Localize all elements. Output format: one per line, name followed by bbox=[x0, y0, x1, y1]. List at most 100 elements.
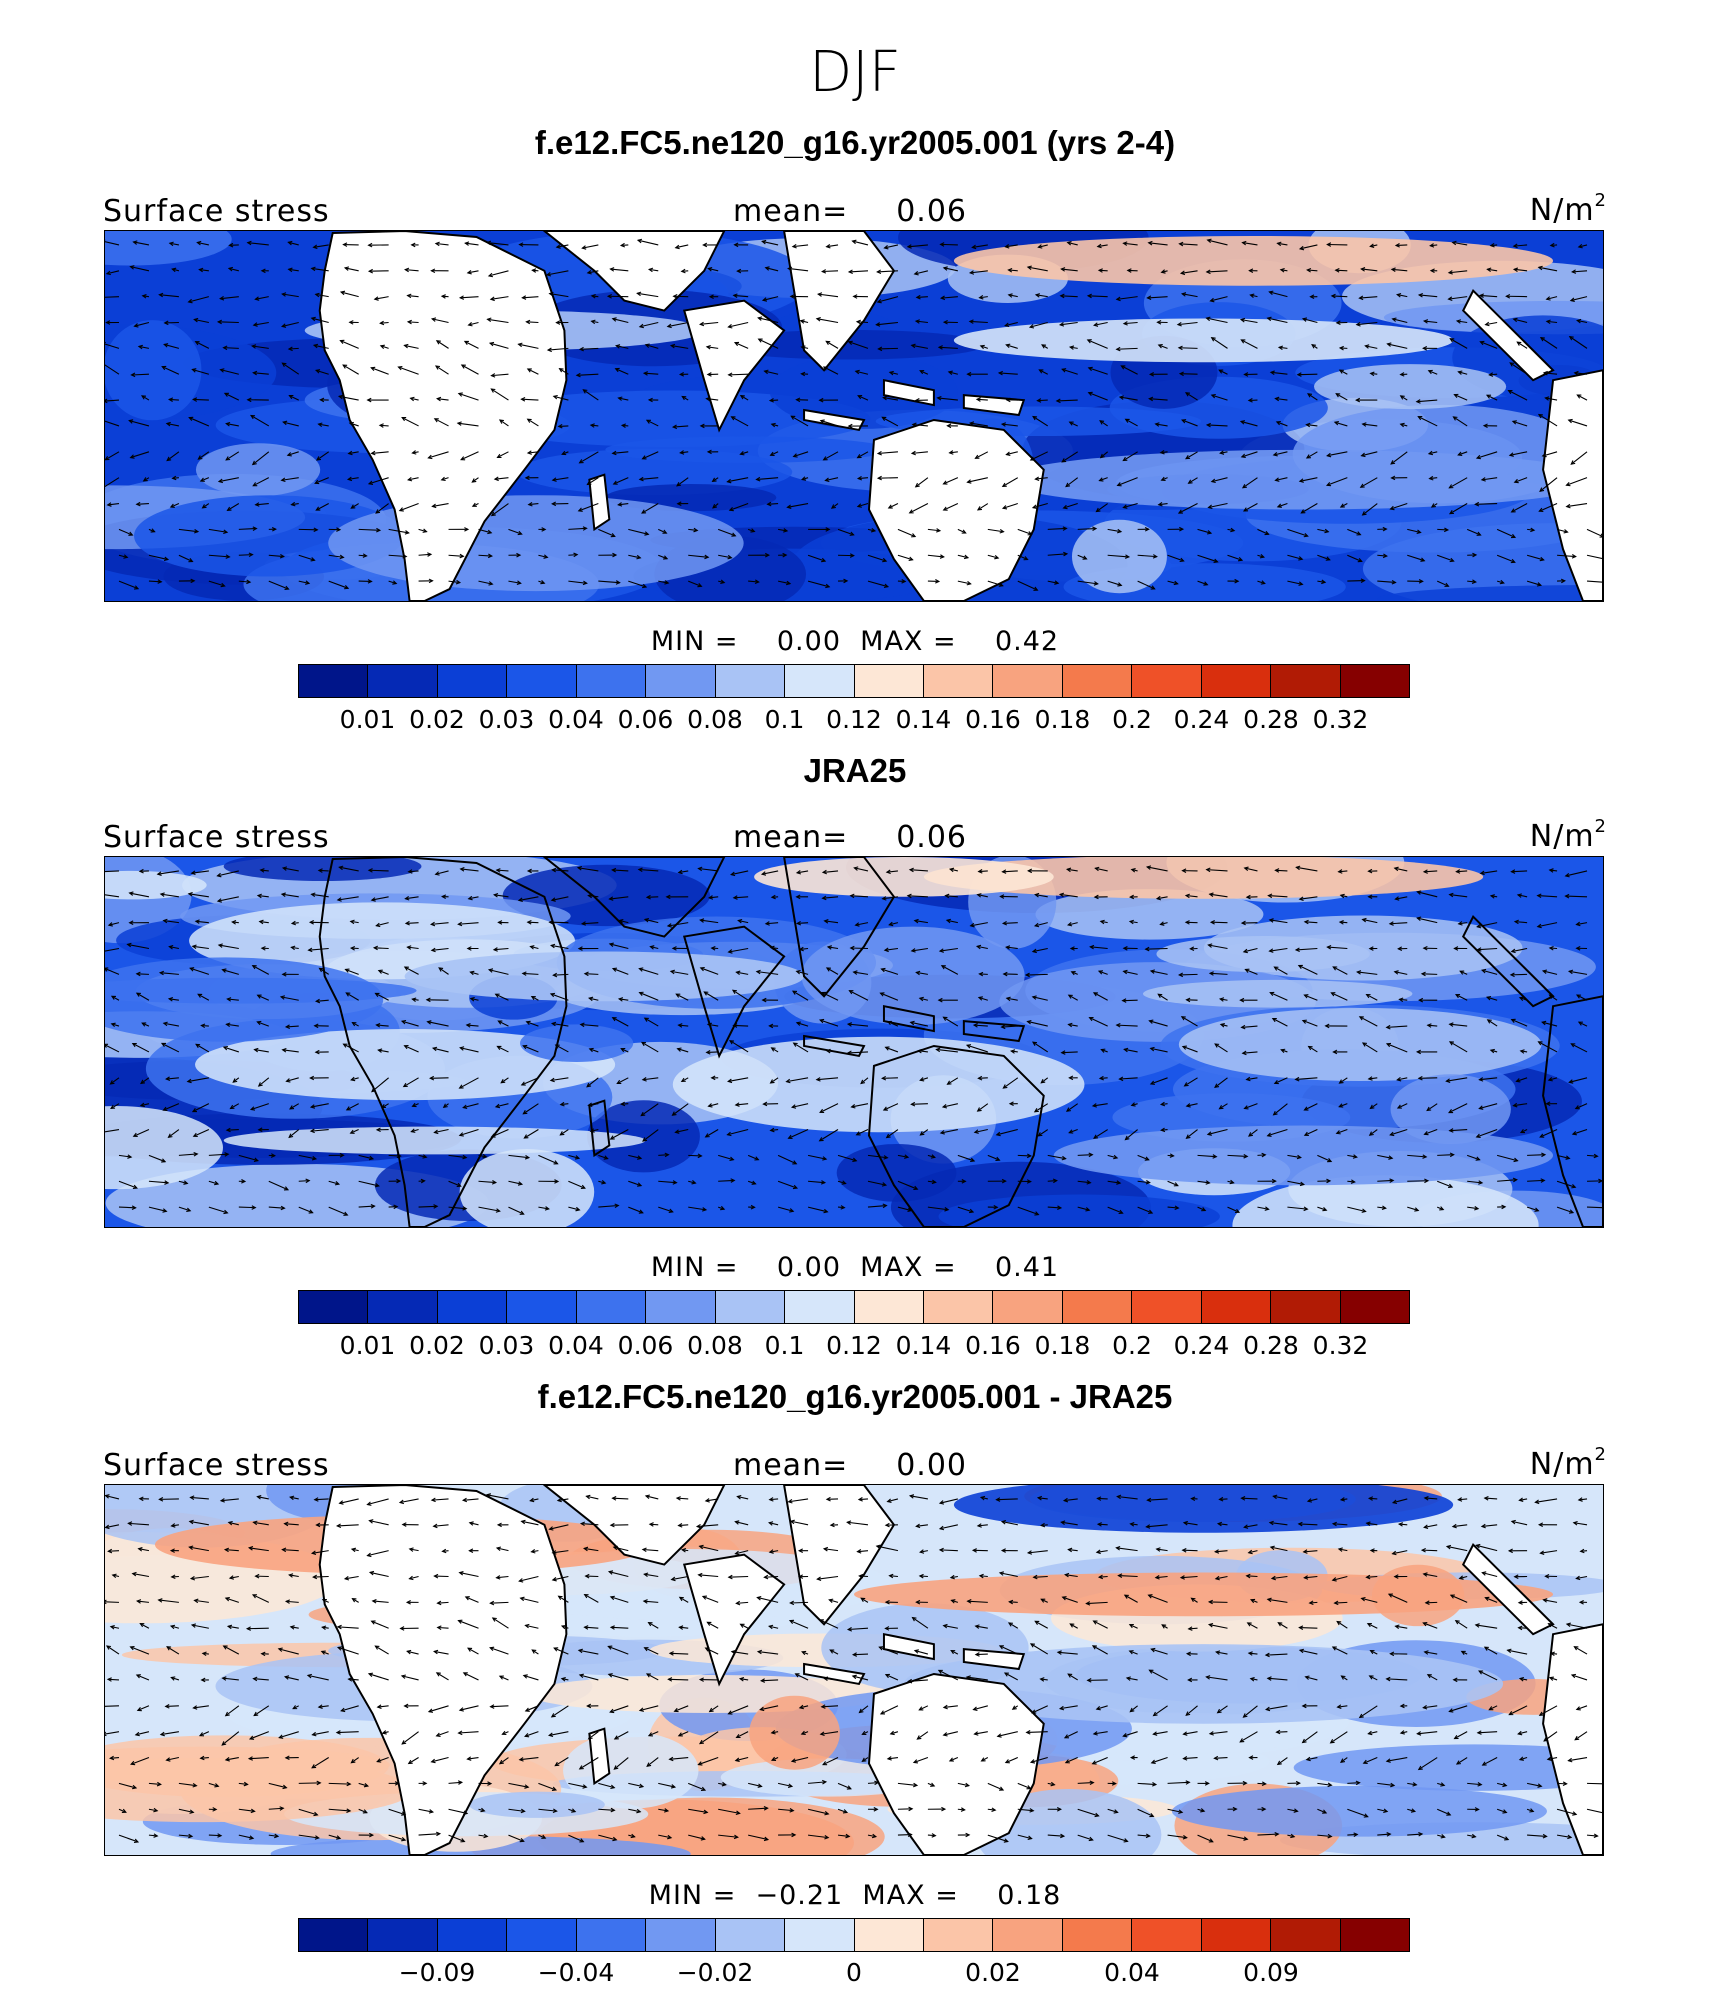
colorbar-swatch bbox=[785, 665, 855, 697]
colorbar-tick-label: 0.16 bbox=[965, 705, 1021, 734]
panel-1-minmax: MIN = 0.00 MAX = 0.42 bbox=[650, 626, 1060, 657]
colorbar-tick-label: 0.04 bbox=[1104, 1958, 1160, 1987]
colorbar-swatch bbox=[1062, 1291, 1133, 1323]
colorbar-tick-label: 0.01 bbox=[339, 705, 396, 734]
colorbar-swatch bbox=[1132, 1919, 1202, 1951]
colorbar-tick-label: 0.14 bbox=[895, 1331, 952, 1360]
colorbar-tick-label: 0.32 bbox=[1312, 705, 1369, 734]
colorbar-tick-label: 0.2 bbox=[1112, 705, 1152, 734]
colorbar-tick-label: 0.24 bbox=[1173, 1331, 1230, 1360]
panel-2-minmax: MIN = 0.00 MAX = 0.41 bbox=[650, 1252, 1060, 1283]
panel-2-mean-label: mean= bbox=[733, 820, 849, 855]
colorbar-swatch bbox=[715, 1919, 786, 1951]
colorbar-tick-label: 0.18 bbox=[1034, 705, 1091, 734]
colorbar-tick-label: 0.1 bbox=[764, 1331, 805, 1360]
colorbar-swatch bbox=[576, 1291, 647, 1323]
panel-2-map-svg bbox=[105, 857, 1603, 1227]
panel-3-colorbar-ticks: −0.09 −0.04 −0.02 0 0.02 0.04 0.09 bbox=[298, 1958, 1410, 1988]
colorbar-swatch bbox=[1201, 1919, 1272, 1951]
colorbar-tick-label: 0.14 bbox=[895, 705, 952, 734]
colorbar-swatch bbox=[1132, 1291, 1202, 1323]
colorbar-tick-label: −0.09 bbox=[398, 1958, 476, 1987]
colorbar-swatch bbox=[854, 1291, 924, 1323]
colorbar-swatch bbox=[923, 1291, 994, 1323]
panel-2-colorbar bbox=[298, 1290, 1410, 1324]
colorbar-tick-label: 0 bbox=[846, 1958, 862, 1987]
colorbar-swatch bbox=[993, 1291, 1063, 1323]
colorbar-tick-label: −0.02 bbox=[676, 1958, 754, 1987]
colorbar-tick-label: 0.28 bbox=[1243, 705, 1299, 734]
colorbar-tick-label: 0.04 bbox=[548, 705, 604, 734]
figure-season-title: DJF bbox=[809, 40, 901, 105]
panel-2-units-text: N/m bbox=[1529, 819, 1595, 854]
colorbar-swatch bbox=[1340, 665, 1409, 697]
colorbar-swatch bbox=[854, 1919, 924, 1951]
colorbar-tick-label: 0.32 bbox=[1312, 1331, 1369, 1360]
colorbar-swatch bbox=[1062, 665, 1133, 697]
colorbar-tick-label: 0.24 bbox=[1173, 705, 1230, 734]
panel-1-colorbar-ticks: 0.01 0.02 0.03 0.04 0.06 0.08 0.1 0.12 0.14 0.16 0… bbox=[298, 705, 1410, 735]
colorbar-tick-label: 0.28 bbox=[1243, 1331, 1299, 1360]
colorbar-tick-label: 0.16 bbox=[965, 1331, 1021, 1360]
colorbar-swatch bbox=[993, 1919, 1063, 1951]
colorbar-swatch bbox=[1340, 1919, 1409, 1951]
panel-2-units-exponent: 2 bbox=[1594, 816, 1607, 837]
colorbar-swatch bbox=[368, 665, 438, 697]
colorbar-swatch bbox=[715, 1291, 786, 1323]
colorbar-swatch bbox=[299, 1291, 369, 1323]
colorbar-swatch bbox=[576, 665, 647, 697]
colorbar-tick-label: 0.04 bbox=[548, 1331, 604, 1360]
colorbar-tick-label: 0.18 bbox=[1034, 1331, 1091, 1360]
colorbar-tick-label: 0.03 bbox=[478, 1331, 535, 1360]
panel-3-variable-label: Surface stress bbox=[103, 1448, 330, 1483]
colorbar-swatch bbox=[646, 665, 716, 697]
panel-2-units: N/m2 bbox=[1530, 816, 1607, 854]
panel-1-units-text: N/m bbox=[1529, 193, 1595, 228]
colorbar-tick-label: 0.06 bbox=[617, 1331, 674, 1360]
colorbar-swatch bbox=[507, 1291, 577, 1323]
panel-3-minmax: MIN = −0.21 MAX = 0.18 bbox=[648, 1880, 1062, 1911]
colorbar-swatch bbox=[437, 1919, 508, 1951]
colorbar-tick-label: −0.04 bbox=[537, 1958, 615, 1987]
colorbar-swatch bbox=[368, 1919, 438, 1951]
colorbar-swatch bbox=[1271, 1291, 1341, 1323]
panel-3-units: N/m2 bbox=[1530, 1444, 1607, 1482]
panel-2-mean-value: 0.06 bbox=[896, 820, 968, 855]
panel-1-map-svg bbox=[105, 231, 1603, 601]
colorbar-swatch bbox=[923, 665, 994, 697]
colorbar-swatch bbox=[715, 665, 786, 697]
colorbar-swatch bbox=[1132, 665, 1202, 697]
colorbar-swatch bbox=[1340, 1291, 1409, 1323]
colorbar-tick-label: 0.1 bbox=[764, 705, 805, 734]
colorbar-swatch bbox=[299, 665, 369, 697]
colorbar-tick-label: 0.03 bbox=[478, 705, 535, 734]
colorbar-swatch bbox=[576, 1919, 647, 1951]
colorbar-swatch bbox=[1271, 1919, 1341, 1951]
colorbar-swatch bbox=[299, 1919, 369, 1951]
panel-1-units: N/m2 bbox=[1530, 190, 1607, 228]
panel-3-mean-value: 0.00 bbox=[896, 1448, 968, 1483]
colorbar-swatch bbox=[923, 1919, 994, 1951]
panel-3-colorbar bbox=[298, 1918, 1410, 1952]
colorbar-swatch bbox=[437, 1291, 508, 1323]
colorbar-swatch bbox=[507, 665, 577, 697]
colorbar-swatch bbox=[993, 665, 1063, 697]
colorbar-swatch bbox=[368, 1291, 438, 1323]
colorbar-swatch bbox=[646, 1919, 716, 1951]
colorbar-swatch bbox=[1271, 665, 1341, 697]
colorbar-tick-label: 0.12 bbox=[826, 1331, 882, 1360]
colorbar-swatch bbox=[785, 1291, 855, 1323]
panel-1-units-exponent: 2 bbox=[1594, 190, 1607, 211]
panel-1-map bbox=[104, 230, 1604, 602]
colorbar-tick-label: 0.09 bbox=[1243, 1958, 1299, 1987]
panel-3-map-svg bbox=[105, 1485, 1603, 1855]
colorbar-tick-label: 0.01 bbox=[339, 1331, 396, 1360]
panel-1-title: f.e12.FC5.ne120_g16.yr2005.001 (yrs 2-4) bbox=[534, 124, 1176, 161]
colorbar-swatch bbox=[1201, 665, 1272, 697]
panel-1-mean-value: 0.06 bbox=[896, 194, 968, 229]
colorbar-tick-label: 0.06 bbox=[617, 705, 674, 734]
panel-2-variable-label: Surface stress bbox=[103, 820, 330, 855]
colorbar-tick-label: 0.08 bbox=[687, 705, 743, 734]
colorbar-tick-label: 0.02 bbox=[965, 1958, 1021, 1987]
panel-1-mean-label: mean= bbox=[733, 194, 849, 229]
